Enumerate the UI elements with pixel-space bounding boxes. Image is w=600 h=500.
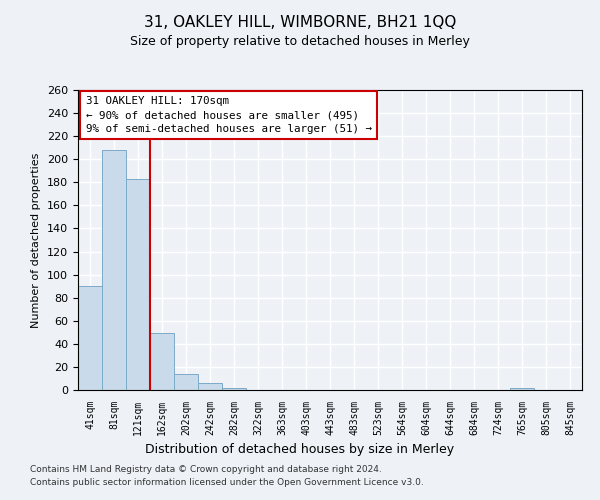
Y-axis label: Number of detached properties: Number of detached properties (31, 152, 41, 328)
Bar (79, 286, 101, 390)
Bar (223, 388, 245, 390)
Bar (199, 383, 221, 390)
Text: 31, OAKLEY HILL, WIMBORNE, BH21 1QQ: 31, OAKLEY HILL, WIMBORNE, BH21 1QQ (144, 15, 456, 30)
Text: Size of property relative to detached houses in Merley: Size of property relative to detached ho… (130, 35, 470, 48)
Bar (103, 150, 125, 390)
Bar (511, 388, 533, 390)
Text: Distribution of detached houses by size in Merley: Distribution of detached houses by size … (145, 442, 455, 456)
Bar (127, 179, 149, 390)
Bar (175, 374, 197, 390)
Text: Contains public sector information licensed under the Open Government Licence v3: Contains public sector information licen… (30, 478, 424, 487)
Text: Contains HM Land Registry data © Crown copyright and database right 2024.: Contains HM Land Registry data © Crown c… (30, 466, 382, 474)
Bar (151, 334, 173, 390)
Text: 31 OAKLEY HILL: 170sqm
← 90% of detached houses are smaller (495)
9% of semi-det: 31 OAKLEY HILL: 170sqm ← 90% of detached… (86, 96, 371, 134)
